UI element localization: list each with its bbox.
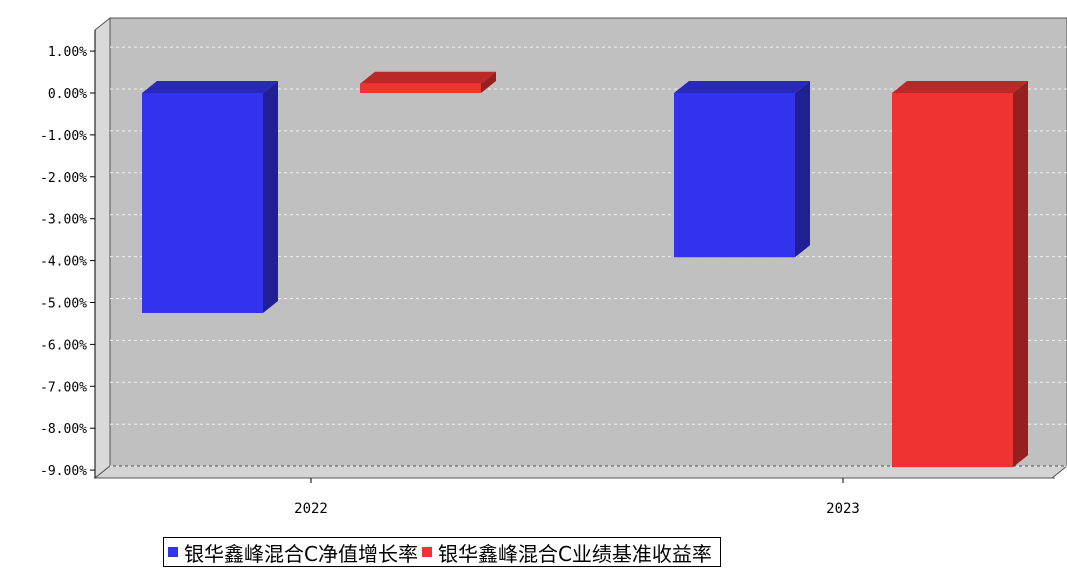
bar-side — [263, 81, 278, 313]
y-axis: 1.00% 0.00% -1.00% -2.00% -3.00% -4.00% -5.00%… — [40, 30, 96, 479]
plot-floor — [93, 465, 1067, 479]
bar-side — [481, 71, 496, 93]
bar-2023-series-0 — [674, 81, 810, 258]
legend-item-series-1: 银华鑫峰混合C业绩基准收益率 — [421, 538, 712, 567]
x-axis: 2022 2023 — [294, 478, 860, 517]
bar-top — [360, 71, 496, 84]
y-tick-label: -5.00% — [40, 297, 87, 312]
plot-left-wall — [94, 16, 111, 480]
bars — [142, 71, 1028, 468]
bar-2022-series-1 — [360, 71, 496, 93]
bar-side — [795, 81, 810, 258]
x-tick-label: 2023 — [826, 501, 860, 517]
y-tick-label: -2.00% — [40, 171, 87, 186]
y-tick-label: -7.00% — [40, 380, 87, 395]
legend-label-series-0: 银华鑫峰混合C净值增长率 — [184, 541, 418, 566]
bar-front — [360, 83, 481, 93]
legend: 银华鑫峰混合C净值增长率 银华鑫峰混合C业绩基准收益率 — [163, 537, 721, 567]
chart-frame — [93, 16, 1067, 480]
y-tick-label: -6.00% — [40, 338, 87, 353]
bar-2022-series-0 — [142, 81, 278, 313]
bar-front — [674, 93, 795, 258]
y-tick-label: -8.00% — [40, 422, 87, 437]
bar-top — [892, 81, 1028, 93]
x-tick-label: 2022 — [294, 501, 328, 517]
bar-chart: 1.00% 0.00% -1.00% -2.00% -3.00% -4.00% -5.00%… — [40, 16, 1067, 517]
bar-2023-series-1 — [892, 81, 1028, 468]
y-tick-label: 1.00% — [48, 45, 87, 60]
legend-swatch-red — [421, 547, 432, 557]
bar-top — [142, 81, 278, 93]
bar-front — [892, 93, 1013, 468]
y-tick-label: -9.00% — [40, 464, 87, 479]
bar-top — [674, 81, 810, 93]
y-tick-label: 0.00% — [48, 87, 87, 102]
y-tick-label: -4.00% — [40, 255, 87, 270]
bar-front — [142, 93, 263, 313]
bar-side — [1013, 81, 1028, 468]
legend-swatch-blue — [168, 547, 178, 557]
y-tick-label: -1.00% — [40, 129, 87, 144]
y-tick-label: -3.00% — [40, 213, 87, 228]
legend-item-series-0: 银华鑫峰混合C净值增长率 — [168, 538, 418, 567]
legend-label-series-1: 银华鑫峰混合C业绩基准收益率 — [437, 541, 712, 566]
